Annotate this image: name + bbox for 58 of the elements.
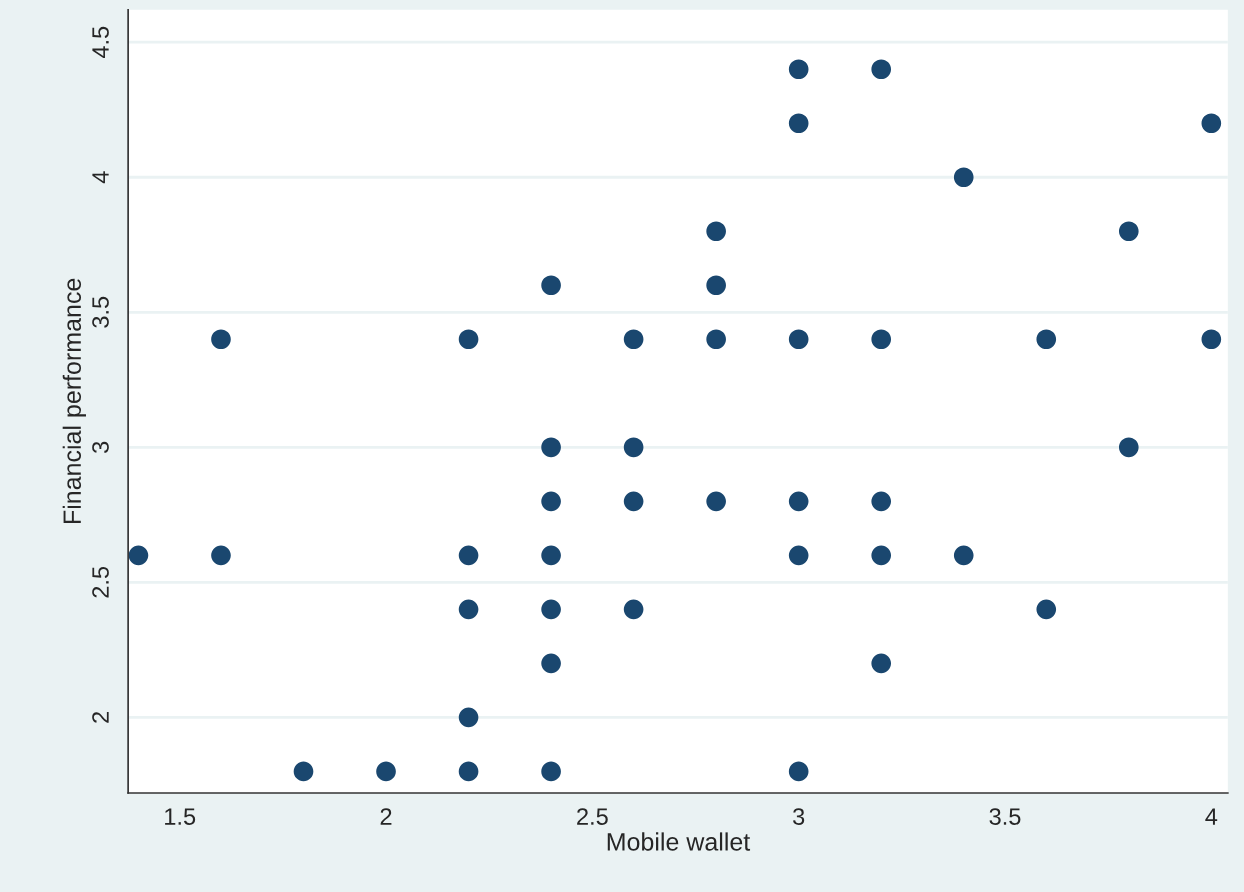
point (541, 491, 561, 512)
point (211, 545, 231, 566)
point (706, 275, 726, 296)
point (128, 545, 149, 566)
point (953, 545, 974, 566)
point (376, 761, 396, 782)
y-tick-label: 4 (92, 171, 109, 184)
x-tick-label: 1.5 (165, 808, 196, 825)
point (871, 59, 892, 80)
x-tick-label: 3.5 (989, 808, 1021, 825)
point (706, 221, 726, 242)
x-tick-label: 4 (1205, 808, 1218, 825)
point (1201, 113, 1222, 134)
point (541, 599, 561, 620)
point (706, 329, 726, 350)
x-tick-label: 3 (793, 808, 805, 825)
point (871, 329, 892, 350)
point (541, 545, 561, 566)
y-tick-label: 4.5 (92, 26, 109, 59)
point (871, 491, 892, 512)
point (788, 59, 809, 80)
point (788, 113, 809, 134)
point (1036, 599, 1057, 620)
y-axis-title: Financial performance (62, 278, 86, 524)
point (211, 329, 231, 350)
y-tick-label: 3.5 (92, 296, 109, 328)
point (871, 653, 892, 674)
x-tick-label: 2.5 (577, 808, 608, 825)
point (541, 437, 561, 458)
point (1118, 221, 1139, 242)
x-tick-label: 2 (380, 808, 392, 825)
point (458, 761, 479, 782)
point (788, 491, 809, 512)
point (458, 329, 479, 350)
point (623, 329, 644, 350)
point (541, 275, 561, 296)
point (623, 437, 644, 458)
point (458, 545, 479, 566)
point (293, 761, 314, 782)
point (788, 761, 809, 782)
point (458, 707, 479, 728)
point (706, 491, 726, 512)
point (623, 491, 644, 512)
point (1118, 437, 1139, 458)
y-tick-label: 3 (92, 441, 109, 453)
point (623, 599, 644, 620)
point (788, 329, 809, 350)
y-tick-label: 2 (92, 711, 109, 723)
point (1036, 329, 1057, 350)
x-axis-title: Mobile wallet (607, 832, 751, 851)
point (458, 599, 479, 620)
point (871, 545, 892, 566)
point (788, 545, 809, 566)
y-tick-label: 2.5 (92, 566, 109, 598)
point (1201, 329, 1222, 350)
point (541, 653, 561, 674)
point (953, 167, 974, 188)
point (541, 761, 561, 782)
